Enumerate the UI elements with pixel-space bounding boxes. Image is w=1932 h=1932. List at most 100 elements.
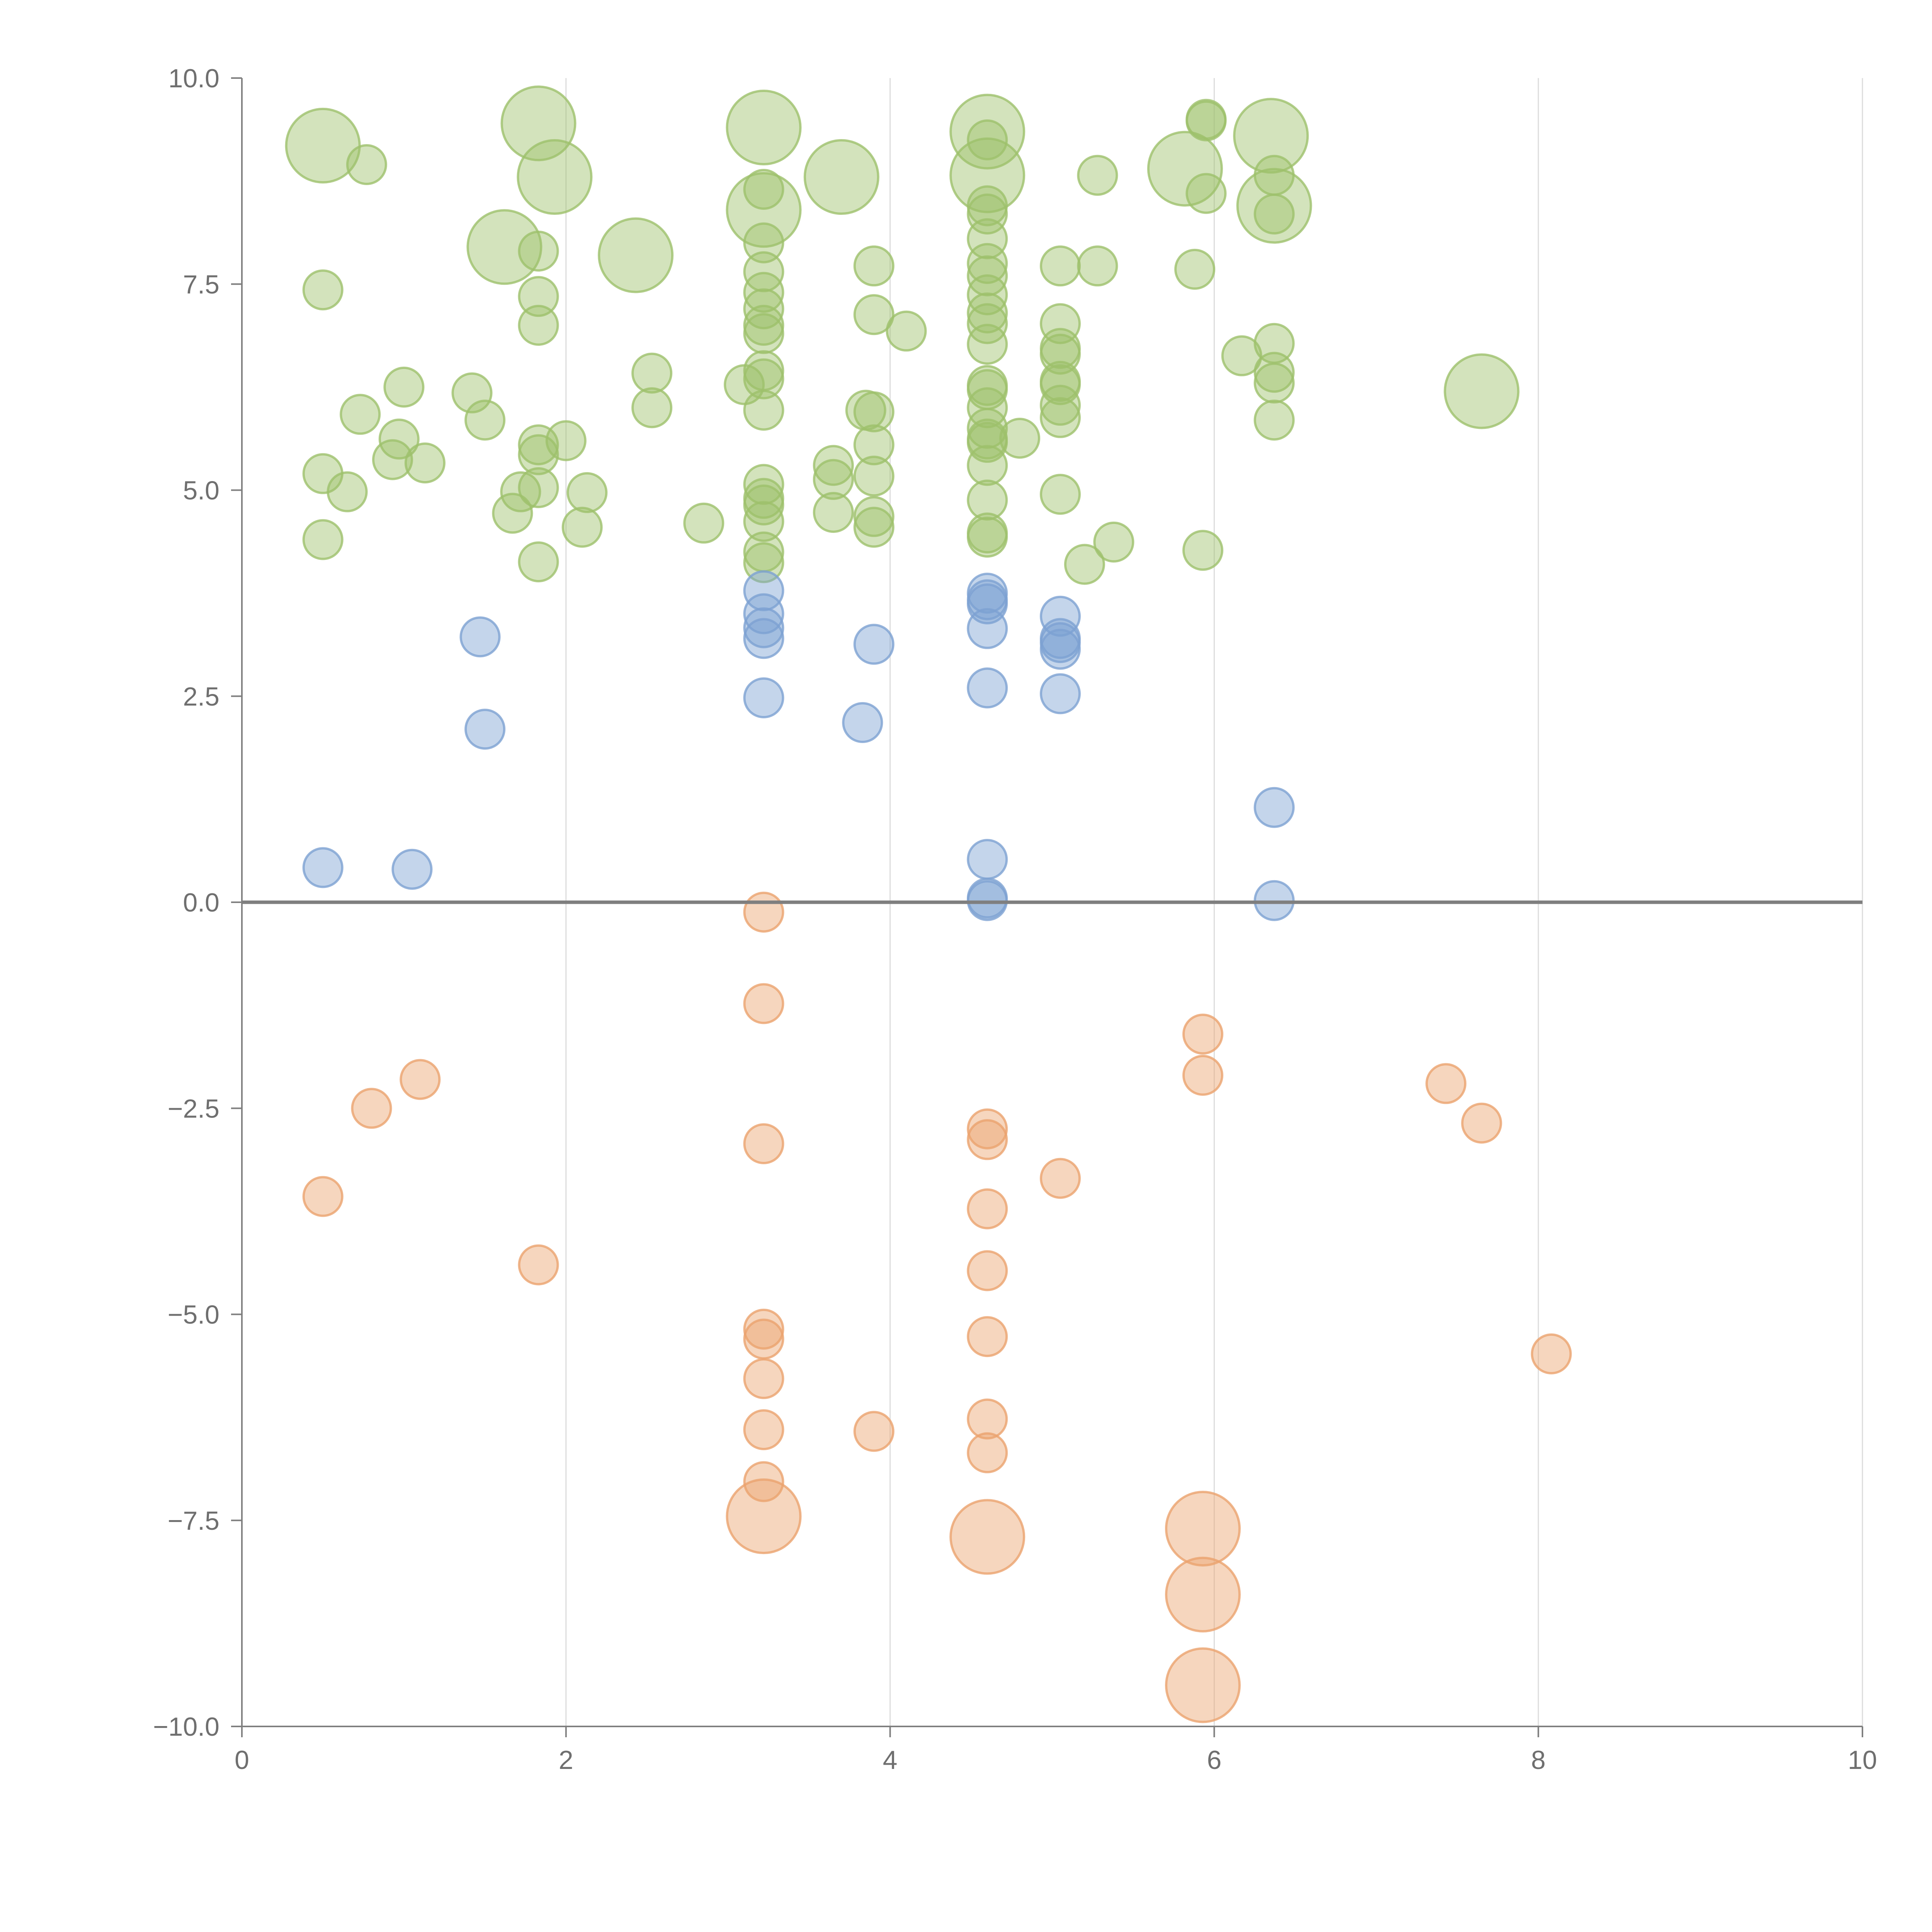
- data-point-green-66: [1040, 384, 1081, 426]
- data-point-green-112: [853, 456, 895, 497]
- data-point-green-98: [631, 352, 673, 394]
- data-point-green-46: [967, 292, 1008, 333]
- data-point-green-68: [1040, 474, 1081, 515]
- axes-layer: [231, 77, 1863, 1737]
- data-point-blue-6: [743, 607, 784, 648]
- data-point-green-70: [1174, 248, 1216, 290]
- data-point-orange-25: [1165, 1491, 1241, 1567]
- data-point-green-52: [967, 408, 1008, 449]
- data-point-orange-6: [743, 1409, 784, 1451]
- data-point-green-6: [949, 94, 1026, 170]
- data-point-blue-4: [743, 570, 784, 611]
- data-point-green-48: [967, 324, 1008, 365]
- data-point-green-83: [404, 442, 446, 484]
- data-point-green-23: [518, 276, 559, 317]
- data-point-green-20: [1185, 173, 1227, 214]
- data-point-green-72: [1064, 544, 1105, 585]
- data-point-orange-20: [967, 1432, 1008, 1473]
- data-point-green-65: [1040, 364, 1081, 405]
- data-point-orange-2: [743, 1123, 784, 1164]
- data-point-orange-17: [967, 1250, 1008, 1291]
- data-point-orange-5: [743, 1358, 784, 1399]
- points-layer: [285, 85, 1572, 1723]
- data-point-orange-8: [726, 1478, 802, 1554]
- y-tick-label-3: −2.5: [168, 1094, 219, 1123]
- data-point-green-28: [743, 288, 784, 330]
- data-point-green-60: [1040, 245, 1081, 287]
- data-point-green-42: [967, 218, 1008, 259]
- data-point-green-114: [853, 507, 895, 548]
- y-tick-label-7: 7.5: [183, 270, 219, 299]
- data-point-orange-28: [1425, 1063, 1467, 1104]
- data-point-green-54: [967, 422, 1008, 463]
- data-point-green-25: [743, 222, 784, 264]
- data-point-green-73: [1093, 521, 1134, 563]
- data-point-green-74: [1221, 335, 1262, 376]
- data-point-green-79: [340, 394, 381, 435]
- data-point-blue-3: [391, 849, 433, 890]
- y-tick-label-5: 2.5: [183, 682, 219, 711]
- data-point-orange-11: [302, 1176, 344, 1217]
- y-tick-label-0: −10.0: [153, 1712, 219, 1742]
- data-point-green-92: [500, 471, 541, 512]
- data-point-orange-4: [743, 1318, 784, 1360]
- data-point-green-56: [967, 480, 1008, 521]
- data-point-blue-13: [967, 583, 1008, 624]
- data-point-green-59: [999, 418, 1041, 459]
- data-point-green-14: [598, 217, 674, 293]
- data-point-orange-9: [400, 1059, 441, 1100]
- data-point-green-47: [967, 303, 1008, 344]
- y-tick-label-2: −5.0: [168, 1300, 219, 1330]
- data-point-blue-15: [967, 667, 1008, 709]
- data-point-green-18: [1253, 193, 1295, 235]
- data-point-green-24: [518, 304, 559, 346]
- data-point-green-35: [743, 169, 784, 210]
- x-tick-label-2: 4: [883, 1745, 898, 1775]
- data-point-orange-18: [967, 1316, 1008, 1357]
- data-point-blue-1: [464, 709, 506, 750]
- data-point-blue-2: [302, 847, 344, 888]
- data-point-green-11: [1236, 168, 1312, 244]
- data-point-orange-1: [743, 983, 784, 1024]
- data-point-green-100: [683, 502, 724, 544]
- data-point-orange-12: [518, 1244, 559, 1286]
- data-point-blue-14: [967, 608, 1008, 649]
- data-point-green-69: [1077, 245, 1118, 287]
- data-point-green-4: [726, 90, 802, 165]
- data-point-green-99: [631, 387, 673, 429]
- data-point-green-71: [1182, 530, 1223, 571]
- data-point-green-103: [743, 484, 784, 526]
- data-point-green-111: [853, 424, 895, 466]
- data-point-green-104: [743, 501, 784, 542]
- data-point-green-107: [813, 445, 854, 486]
- y-tick-label-4: 0.0: [183, 888, 219, 917]
- data-point-green-94: [518, 541, 559, 583]
- data-point-orange-22: [1040, 1158, 1081, 1199]
- data-point-orange-29: [1461, 1102, 1502, 1144]
- data-point-green-27: [743, 272, 784, 313]
- data-point-green-85: [327, 471, 368, 512]
- tick-labels-layer: 0 2 4 6 8 10 −10.0 −7.5 −5.0 −2.5 0.0 2.5 5.0 7.5 10.0: [153, 64, 1877, 1775]
- data-point-orange-3: [743, 1308, 784, 1350]
- data-point-green-13: [466, 209, 543, 285]
- data-point-orange-16: [967, 1188, 1008, 1230]
- data-point-orange-30: [1531, 1333, 1572, 1374]
- data-point-blue-10: [842, 702, 883, 743]
- data-point-green-16: [1185, 100, 1227, 141]
- data-point-green-51: [967, 387, 1008, 429]
- data-point-green-115: [845, 389, 886, 431]
- data-point-green-67: [1040, 397, 1081, 438]
- data-point-blue-0: [459, 616, 501, 658]
- data-point-green-7: [949, 137, 1026, 213]
- y-tick-label-8: 10.0: [168, 64, 219, 93]
- data-point-green-86: [302, 519, 344, 560]
- data-point-green-61: [1040, 303, 1081, 344]
- data-point-green-36: [853, 245, 895, 287]
- data-point-green-3: [517, 139, 593, 215]
- data-point-green-30: [743, 313, 784, 354]
- data-point-green-41: [967, 193, 1008, 235]
- x-tick-label-3: 6: [1207, 1745, 1221, 1775]
- data-point-blue-22: [1040, 629, 1081, 670]
- data-point-green-113: [853, 496, 895, 537]
